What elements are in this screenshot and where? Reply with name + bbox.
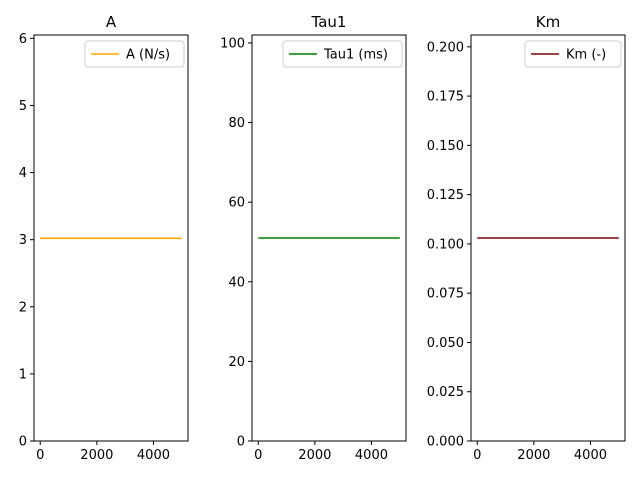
x-tick-label: 0 <box>473 448 481 463</box>
y-tick-label: 0.200 <box>427 40 464 55</box>
subplot-title: Tau1 <box>311 13 347 31</box>
axes-frame <box>251 34 407 442</box>
x-tick-label: 0 <box>254 448 262 463</box>
x-tick-label: 2000 <box>80 448 113 463</box>
y-tick-label: 0 <box>19 435 27 450</box>
subplot-title: A <box>106 13 117 31</box>
legend-box <box>84 40 185 68</box>
y-tick-label: 100 <box>220 36 245 51</box>
legend-label: Tau1 (ms) <box>323 48 388 63</box>
y-tick-label: 40 <box>228 275 245 290</box>
x-tick-label: 4000 <box>574 448 607 463</box>
y-tick-label: 6 <box>19 32 27 47</box>
subplot-km: 0 2000 4000 0.000 0.025 0.050 0.075 0.100 0.125 0… <box>427 13 626 463</box>
legend-box <box>282 40 403 68</box>
y-tick-label: 3 <box>19 233 27 248</box>
x-tick-label: 2000 <box>298 448 331 463</box>
y-tick-label: 0.025 <box>427 385 464 400</box>
axes-frame <box>470 34 626 442</box>
x-tick-label: 2000 <box>517 448 550 463</box>
legend-box <box>524 40 622 68</box>
y-tick-label: 0.100 <box>427 237 464 252</box>
y-tick-label: 20 <box>228 355 245 370</box>
y-tick-label: 0.000 <box>427 435 464 450</box>
y-tick-label: 60 <box>228 196 245 211</box>
y-tick-label: 1 <box>19 367 27 382</box>
y-tick-label: 0.075 <box>427 287 464 302</box>
subplot-tau1: 0 2000 4000 0 20 40 60 80 100 Tau1 Tau1 (ms) <box>220 13 407 463</box>
y-tick-label: 2 <box>19 300 27 315</box>
x-tick-label: 0 <box>36 448 44 463</box>
y-tick-label: 0 <box>237 435 245 450</box>
x-tick-label: 4000 <box>355 448 388 463</box>
y-tick-label: 80 <box>228 116 245 131</box>
y-tick-label: 4 <box>19 166 27 181</box>
y-tick-label: 0.175 <box>427 90 464 105</box>
y-tick-label: 0.050 <box>427 336 464 351</box>
subplot-a: 0 2000 4000 0 1 2 3 4 5 6 A A (N/s) <box>19 13 189 463</box>
x-tick-label: 4000 <box>137 448 170 463</box>
y-tick-label: 5 <box>19 99 27 114</box>
axes-frame <box>33 34 189 442</box>
y-tick-label: 0.125 <box>427 188 464 203</box>
legend-label: Km (-) <box>566 48 606 63</box>
legend-label: A (N/s) <box>126 48 170 63</box>
subplot-title: Km <box>536 13 560 31</box>
y-tick-label: 0.150 <box>427 139 464 154</box>
